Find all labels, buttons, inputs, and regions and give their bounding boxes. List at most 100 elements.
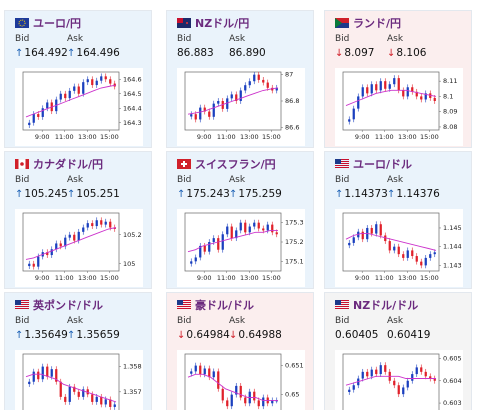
candle	[411, 250, 414, 257]
card-header[interactable]: スイスフラン/円	[167, 152, 313, 174]
candle	[370, 227, 373, 234]
currency-pair-link[interactable]: スイスフラン/円	[195, 158, 276, 171]
bid-label: Bid	[335, 316, 350, 326]
bid-value: ↑175.243	[177, 188, 230, 200]
flag-chevron	[335, 18, 342, 28]
candle	[253, 391, 256, 401]
y-tick-label: 0.605	[443, 354, 462, 362]
candle	[64, 396, 67, 402]
candle	[379, 365, 382, 375]
x-tick-label: 11:00	[375, 133, 394, 141]
ask-price: 0.64988	[238, 329, 282, 341]
currency-pair-link[interactable]: ランド/円	[353, 17, 402, 30]
ask-price: 86.890	[229, 47, 266, 59]
ask-label: Ask	[67, 34, 84, 44]
candle	[348, 242, 351, 246]
currency-pair-link[interactable]: ユーロ/ドル	[353, 158, 413, 171]
candle	[361, 371, 364, 379]
flag-stripe	[335, 306, 349, 307]
x-tick-label: 13:00	[240, 133, 259, 141]
candle	[212, 371, 215, 378]
flag-star	[186, 22, 188, 24]
plot-frame	[342, 212, 440, 272]
price-chart[interactable]: 175.3 175.2 175.1 9:00 11:00 13:00 15:00	[177, 209, 305, 287]
candle	[253, 222, 256, 227]
currency-pair-link[interactable]: NZドル/円	[195, 17, 250, 30]
currency-pair-link[interactable]: ユーロ/円	[33, 17, 82, 30]
rate-card[interactable]: スイスフラン/円 Bid Ask ↑175.243 ↑175.259 175.3 175.2…	[166, 151, 314, 289]
ca-flag	[15, 159, 29, 169]
arrow-up-icon: ↑	[15, 189, 24, 200]
card-header[interactable]: NZドル/円	[167, 11, 313, 33]
card-header[interactable]: ユーロ/ドル	[325, 152, 471, 174]
rate-card[interactable]: ユーロ/円 Bid Ask ↑164.492 ↑164.496 164.6 164.5 164…	[4, 10, 152, 148]
candle	[194, 365, 197, 372]
card-header[interactable]: 英ポンド/ドル	[5, 293, 151, 315]
currency-pair-link[interactable]: NZドル/ドル	[353, 299, 419, 312]
price-chart[interactable]: 87 86.8 86.6 9:00 11:00 13:00 15:00	[177, 68, 305, 146]
rate-card[interactable]: カナダドル/円 Bid Ask ↑105.245 ↑105.251 105.2 105 9:0…	[4, 151, 152, 289]
candle	[95, 80, 98, 86]
card-header[interactable]: NZドル/ドル	[325, 293, 471, 315]
bid-value: 0.60405	[335, 329, 378, 341]
bid-label: Bid	[177, 34, 192, 44]
y-tick-label: 175.2	[285, 238, 304, 246]
candle	[32, 371, 35, 382]
bid-label: Bid	[335, 34, 350, 44]
price-chart[interactable]: 105.2 105 9:00 11:00 13:00 15:00	[15, 209, 143, 287]
y-tick-label: 0.651	[285, 362, 304, 370]
y-tick-label: 86.6	[285, 123, 299, 131]
candle	[275, 87, 278, 91]
candle	[393, 246, 396, 251]
candle	[68, 90, 71, 99]
rate-card[interactable]: ランド/円 Bid Ask ↓8.097 ↓8.106 8.11 8.1 8.09 8.08 9:…	[324, 10, 472, 148]
candle	[73, 386, 76, 392]
rate-card[interactable]: NZドル/円 Bid Ask 86.883 86.890 87 86.8 86.6 9:00 11…	[166, 10, 314, 148]
candle	[82, 389, 85, 397]
card-header[interactable]: カナダドル/円	[5, 152, 151, 174]
plot-frame	[184, 71, 282, 131]
candle	[32, 263, 35, 267]
bid-label: Bid	[177, 175, 192, 185]
ask-price: 8.106	[396, 47, 427, 59]
rate-card[interactable]: 豪ドル/ドルBidAsk↓0.64984↓0.649880.6510.659:0…	[166, 292, 314, 410]
currency-pair-link[interactable]: 英ポンド/ドル	[33, 299, 104, 312]
flag-stripe	[15, 308, 29, 309]
candle	[68, 234, 71, 238]
eu-us-flag	[335, 159, 349, 168]
rate-card[interactable]: ユーロ/ドル Bid Ask ↑1.14373 ↑1.14376 1.145 1.144 1.…	[324, 151, 472, 289]
rate-card[interactable]: 英ポンド/ドルBidAsk↑1.35649↑1.356591.3581.3579…	[4, 292, 152, 410]
price-chart[interactable]: 164.6 164.5 164.4 164.3 9:00 11:00 13:00 15:00	[15, 68, 143, 146]
moving-average-line	[187, 87, 279, 115]
currency-pair-link[interactable]: 豪ドル/ドル	[195, 299, 255, 312]
candle	[46, 252, 49, 256]
ask-label: Ask	[387, 316, 404, 326]
price-chart[interactable]: 1.145 1.144 1.143 9:00 11:00 13:00 15:00	[335, 209, 463, 287]
x-tick-label: 15:00	[100, 133, 119, 141]
candle	[262, 79, 265, 83]
card-header[interactable]: ランド/円	[325, 11, 471, 33]
x-tick-label: 15:00	[420, 274, 439, 282]
arrow-up-icon: ↑	[335, 189, 344, 200]
candle	[199, 365, 202, 375]
candle	[248, 226, 251, 233]
price-chart[interactable]: 8.11 8.1 8.09 8.08 9:00 11:00 13:00 15:00	[335, 68, 463, 146]
candle	[41, 108, 44, 117]
bid-label: Bid	[15, 34, 30, 44]
ask-price: 105.251	[76, 188, 120, 200]
card-header[interactable]: ユーロ/円	[5, 11, 151, 33]
card-header[interactable]: 豪ドル/ドル	[167, 293, 313, 315]
candle	[55, 369, 58, 382]
candle	[397, 385, 400, 395]
candle	[73, 86, 76, 91]
ask-label: Ask	[387, 34, 404, 44]
candle	[226, 400, 229, 407]
candle	[230, 94, 233, 99]
currency-pair-link[interactable]: カナダドル/円	[33, 158, 104, 171]
candle	[109, 79, 112, 84]
rate-card[interactable]: NZドル/ドル Bid Ask 0.60405 0.60419 0.605 0.604 0.6…	[324, 292, 472, 410]
arrow-up-icon: ↑	[229, 189, 238, 200]
